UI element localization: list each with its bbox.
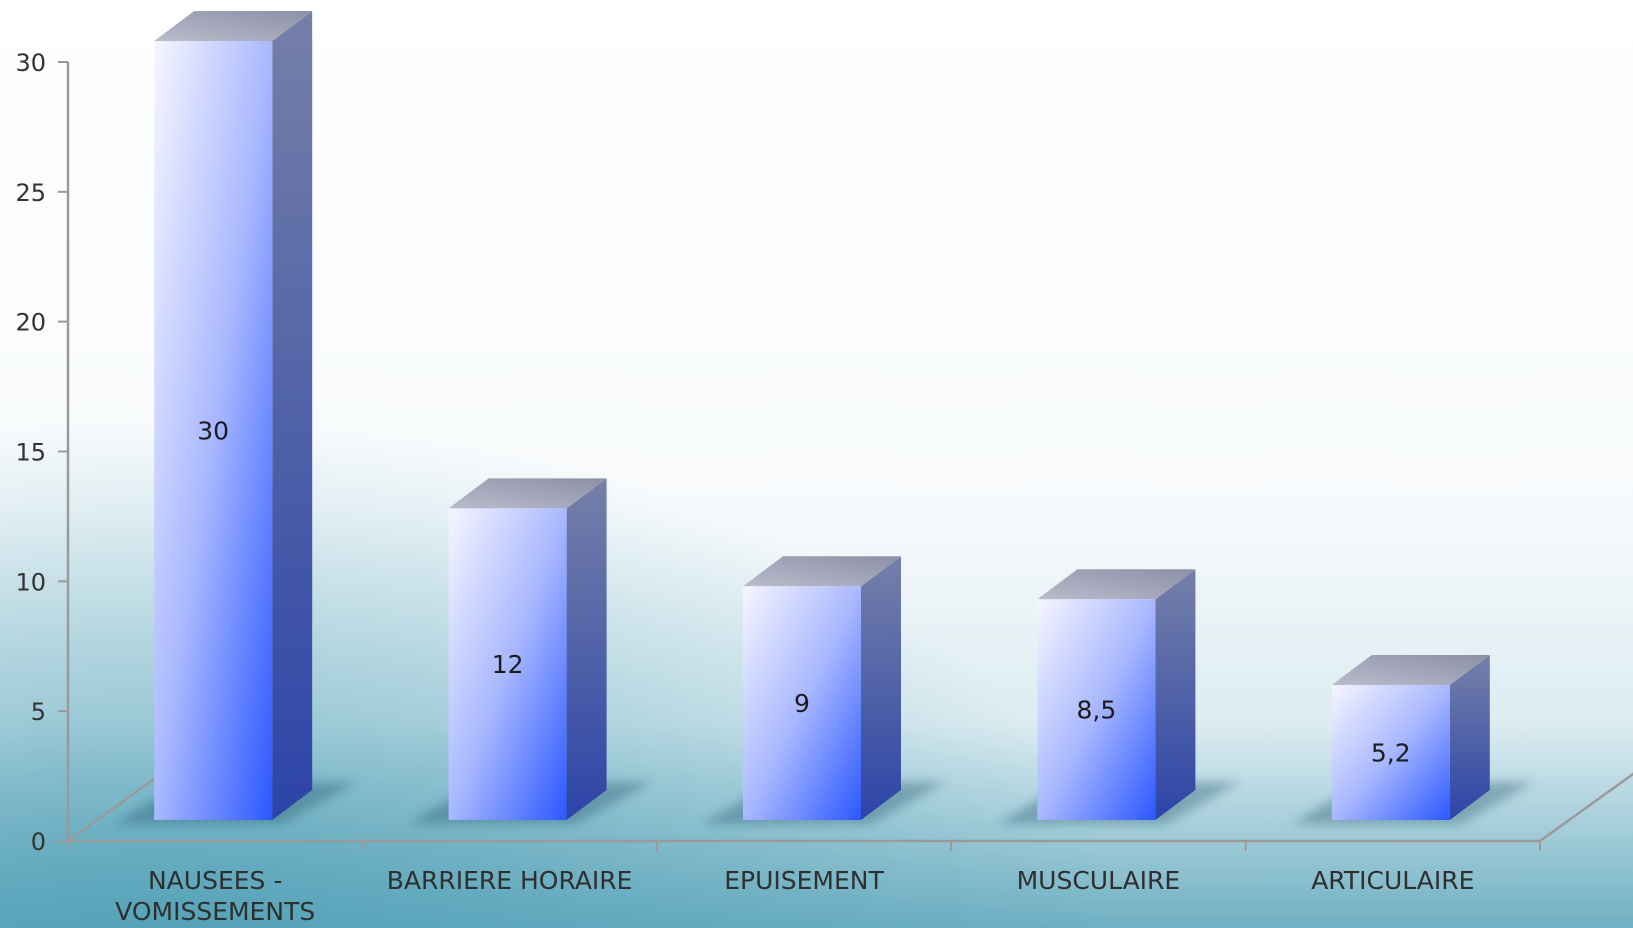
bar: 8,5: [997, 569, 1241, 824]
bar-front-face: [743, 586, 861, 820]
y-tick-label: 5: [31, 698, 46, 726]
bar: 9: [703, 556, 946, 824]
bar-front-face: [154, 41, 273, 820]
bar-front-face: [1037, 599, 1156, 820]
bar: 30: [114, 11, 358, 824]
bar-top-face: [1331, 654, 1490, 685]
bar: 12: [408, 478, 652, 824]
bar-front-face: [1331, 684, 1450, 820]
y-tick-label: 0: [31, 828, 46, 856]
bars: 30 12 9 8,5 5,2: [114, 11, 1535, 824]
y-tick-label: 25: [15, 179, 46, 207]
floor-right-edge: [1539, 772, 1633, 843]
y-tick-label: 30: [15, 49, 46, 77]
x-category-label: MUSCULAIRE: [1017, 866, 1181, 895]
bar-front-face: [448, 508, 567, 820]
bar-side-face: [861, 556, 901, 820]
bar-side-face: [272, 11, 313, 820]
x-category-label: ARTICULAIRE: [1311, 866, 1474, 895]
bar-top-face: [743, 556, 901, 587]
bar-top-face: [1037, 569, 1196, 600]
bar-top-face: [154, 11, 313, 41]
bar-value-label: 9: [794, 689, 810, 718]
bar-side-face: [566, 478, 607, 820]
y-tick-label: 10: [15, 568, 46, 596]
bar-value-label: 12: [492, 650, 524, 679]
bar: 5,2: [1291, 654, 1535, 824]
bar-side-face: [1449, 654, 1490, 820]
y-axis-ticks: 0 5 10 15 20 25 30: [15, 49, 1541, 856]
category-labels: NAUSEES -VOMISSEMENTS BARRIERE HORAIRE EPU…: [115, 866, 1474, 926]
bar-side-face: [1155, 569, 1196, 820]
x-category-label: EPUISEMENT: [724, 866, 884, 895]
y-tick-label: 15: [15, 439, 46, 467]
bar-top-face: [448, 478, 607, 509]
x-category-label: NAUSEES -VOMISSEMENTS: [115, 866, 315, 926]
floor-left-edge: [67, 767, 169, 843]
y-tick-label: 20: [15, 309, 46, 337]
bar-value-label: 30: [197, 417, 229, 446]
x-category-label: BARRIERE HORAIRE: [387, 866, 633, 895]
bar-value-label: 8,5: [1077, 696, 1117, 725]
bar-value-label: 5,2: [1371, 738, 1411, 767]
